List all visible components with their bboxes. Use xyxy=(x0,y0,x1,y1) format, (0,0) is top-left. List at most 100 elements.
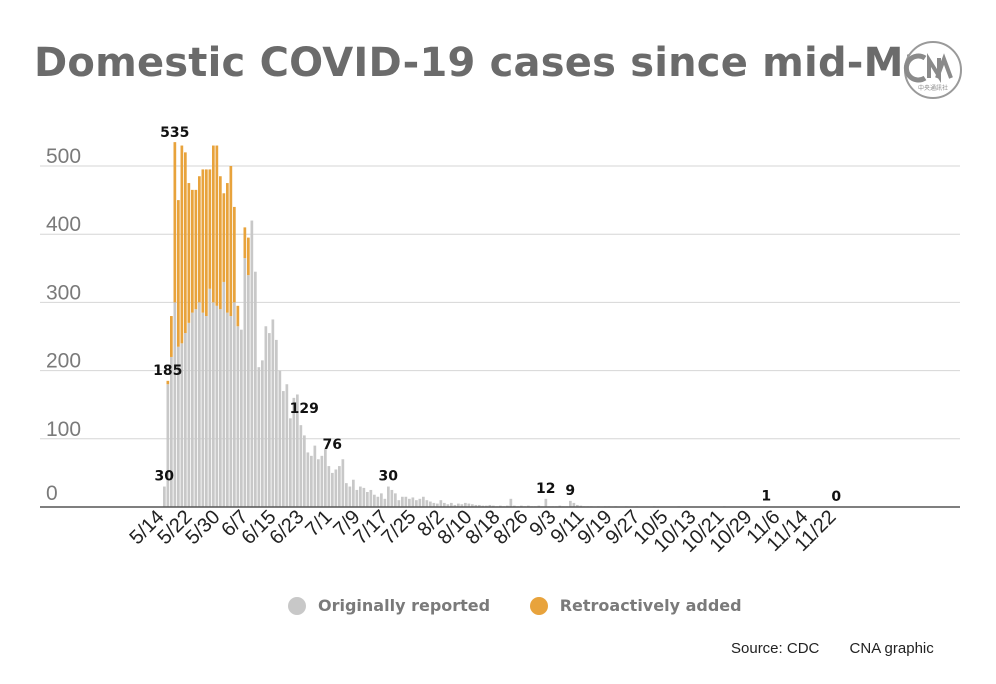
bar-originally-reported xyxy=(474,504,478,507)
legend-label: Retroactively added xyxy=(559,596,742,615)
bar-originally-reported xyxy=(341,459,345,507)
bar-retroactively-added xyxy=(173,142,177,303)
bar-originally-reported xyxy=(394,493,397,507)
bar-originally-reported xyxy=(170,356,173,507)
bar-originally-reported xyxy=(348,486,352,507)
y-tick-label: 200 xyxy=(46,350,81,373)
bar-originally-reported xyxy=(254,271,257,507)
bar-originally-reported xyxy=(215,305,219,507)
bar-originally-reported xyxy=(471,504,474,507)
bar-originally-reported xyxy=(285,384,289,507)
bar-originally-reported xyxy=(292,397,296,507)
data-label: 185 xyxy=(153,363,182,379)
bar-retroactively-added xyxy=(215,145,219,306)
bar-retroactively-added xyxy=(219,176,222,310)
bar-originally-reported xyxy=(569,500,572,507)
bar-originally-reported xyxy=(282,391,285,507)
bar-retroactively-added xyxy=(243,227,247,259)
data-label: 12 xyxy=(536,481,555,497)
bar-originally-reported xyxy=(432,502,436,507)
bar-originally-reported xyxy=(359,486,362,507)
bar-originally-reported xyxy=(572,502,576,507)
bar-originally-reported xyxy=(439,500,443,507)
legend-item-retroactively-added[interactable]: Retroactively added xyxy=(529,596,742,615)
data-label: 76 xyxy=(323,437,342,453)
data-label: 1 xyxy=(761,488,771,504)
bar-originally-reported xyxy=(436,503,439,507)
legend-swatch-gray-icon xyxy=(288,596,306,615)
bar-originally-reported xyxy=(233,302,236,507)
bar-originally-reported xyxy=(275,339,278,507)
bar-originally-reported xyxy=(478,504,481,507)
x-axis-ticks: 5/145/225/306/76/156/237/17/97/177/258/2… xyxy=(125,506,840,557)
bar-retroactively-added xyxy=(205,169,208,317)
bar-originally-reported xyxy=(488,504,492,507)
bar-originally-reported xyxy=(366,491,369,507)
bar-originally-reported xyxy=(219,309,222,507)
bar-originally-reported xyxy=(418,498,422,507)
bar-originally-reported xyxy=(401,496,404,507)
bar-originally-reported xyxy=(303,435,306,507)
data-label: 9 xyxy=(565,483,575,499)
bar-originally-reported xyxy=(467,503,471,507)
source-note: Source: CDC CNA graphic xyxy=(731,640,934,657)
bar-retroactively-added xyxy=(236,305,240,327)
bar-originally-reported xyxy=(352,479,355,507)
bar-retroactively-added xyxy=(184,152,187,334)
legend-item-originally-reported[interactable]: Originally reported xyxy=(288,596,490,615)
bar-originally-reported xyxy=(345,483,348,507)
bar-originally-reported xyxy=(247,275,250,507)
logo-caption: 中央通訊社 xyxy=(918,84,948,92)
legend-swatch-orange-icon xyxy=(529,596,548,615)
bar-originally-reported xyxy=(191,312,194,507)
cna-logo-icon: 中央通訊社 xyxy=(903,41,962,99)
bar-originally-reported xyxy=(387,486,390,507)
bar-originally-reported xyxy=(289,418,292,507)
bar-retroactively-added xyxy=(198,176,201,303)
bar-originally-reported xyxy=(404,496,408,507)
bar-originally-reported xyxy=(243,258,247,507)
data-label: 129 xyxy=(290,401,319,417)
bar-originally-reported xyxy=(373,494,376,507)
bar-originally-reported xyxy=(310,455,313,507)
chart-title: Domestic COVID-19 cases since mid-May xyxy=(34,40,956,86)
bar-originally-reported xyxy=(201,312,205,507)
bar-originally-reported xyxy=(194,309,198,507)
bar-retroactively-added xyxy=(180,145,184,344)
source-text: Source: CDC xyxy=(731,640,820,657)
bar-originally-reported xyxy=(411,497,415,507)
bar-originally-reported xyxy=(376,496,380,507)
bar-originally-reported xyxy=(212,302,215,507)
bar-originally-reported xyxy=(576,504,579,507)
y-tick-label: 300 xyxy=(46,281,81,304)
y-axis-ticks: 0 100 200 300 400 500 xyxy=(46,145,81,505)
bar-originally-reported xyxy=(509,498,513,507)
bar-retroactively-added xyxy=(166,380,170,385)
data-label: 30 xyxy=(379,469,399,485)
bar-originally-reported xyxy=(198,302,201,507)
bar-retroactively-added xyxy=(177,200,180,347)
bar-originally-reported xyxy=(383,498,387,507)
bar-retroactively-added xyxy=(229,166,233,317)
bar-originally-reported xyxy=(296,394,299,507)
bar-retroactively-added xyxy=(194,189,198,310)
bar-originally-reported xyxy=(460,504,464,507)
bar-originally-reported xyxy=(261,360,264,507)
bar-originally-reported xyxy=(331,472,334,507)
y-tick-label: 400 xyxy=(46,213,81,236)
bar-originally-reported xyxy=(229,316,233,507)
bar-originally-reported xyxy=(457,503,460,507)
bars xyxy=(163,142,768,507)
bar-originally-reported xyxy=(226,312,229,507)
bar-originally-reported xyxy=(338,466,341,507)
bar-retroactively-added xyxy=(226,183,229,313)
bar-originally-reported xyxy=(422,496,425,507)
legend: Originally reported Retroactively added xyxy=(288,596,776,619)
bar-originally-reported xyxy=(163,486,166,507)
bar-originally-reported xyxy=(278,370,282,507)
bar-originally-reported xyxy=(222,281,226,507)
bar-originally-reported xyxy=(173,302,177,507)
bar-originally-reported xyxy=(397,500,401,507)
